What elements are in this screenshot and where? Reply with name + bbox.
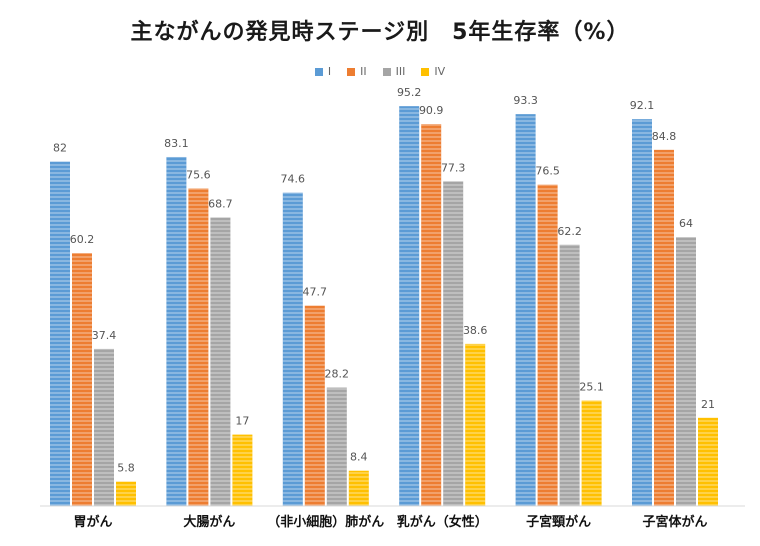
data-label-3-4: 8.4 bbox=[350, 451, 368, 464]
bar-texture-3-2 bbox=[304, 305, 325, 506]
category-label-6: 子宮体がん bbox=[642, 514, 707, 530]
bar-texture-2-3 bbox=[210, 217, 231, 506]
data-label-3-3: 28.2 bbox=[325, 368, 350, 381]
bar-texture-5-1 bbox=[515, 114, 536, 506]
data-label-6-1: 92.1 bbox=[630, 99, 655, 112]
data-label-4-3: 77.3 bbox=[441, 161, 466, 174]
bar-texture-4-1 bbox=[399, 106, 420, 506]
data-label-6-3: 64 bbox=[679, 217, 693, 230]
legend-item-1: I bbox=[314, 65, 332, 78]
data-label-1-1: 82 bbox=[53, 142, 67, 155]
bar-texture-6-1 bbox=[632, 119, 652, 507]
legend-swatch-icon bbox=[314, 67, 323, 76]
category-label-2: 大腸がん bbox=[183, 514, 235, 530]
bar-texture-1-1 bbox=[50, 161, 70, 506]
data-label-4-1: 95.2 bbox=[397, 86, 422, 99]
data-label-1-2: 60.2 bbox=[70, 233, 95, 246]
legend-item-2: II bbox=[347, 65, 367, 78]
legend: I II III IV bbox=[0, 65, 760, 78]
legend-swatch-icon bbox=[347, 67, 356, 76]
data-label-6-2: 84.8 bbox=[652, 130, 677, 143]
data-label-2-3: 68.7 bbox=[208, 197, 233, 210]
bar-texture-1-4 bbox=[116, 481, 136, 506]
bar-texture-6-4 bbox=[698, 417, 718, 506]
category-label-3: （非小細胞）肺がん bbox=[267, 514, 384, 530]
chart-title: 主ながんの発見時ステージ別 5年生存率（%） bbox=[130, 20, 630, 45]
data-label-5-1: 93.3 bbox=[513, 94, 538, 107]
legend-label: IV bbox=[434, 65, 446, 78]
data-label-5-4: 25.1 bbox=[579, 381, 604, 394]
legend-swatch-icon bbox=[382, 67, 391, 76]
category-label-4: 乳がん（女性） bbox=[397, 514, 488, 530]
category-label-1: 胃がん bbox=[73, 514, 112, 530]
bar-texture-1-2 bbox=[72, 253, 92, 506]
legend-label: I bbox=[327, 65, 332, 78]
bar-texture-3-1 bbox=[282, 192, 303, 506]
bar-texture-1-3 bbox=[94, 348, 114, 506]
data-label-4-2: 90.9 bbox=[419, 104, 444, 117]
bar-texture-2-2 bbox=[188, 188, 209, 507]
bar-texture-3-4 bbox=[348, 470, 369, 506]
data-label-2-1: 83.1 bbox=[164, 137, 189, 150]
bar-texture-4-4 bbox=[465, 343, 486, 506]
data-label-5-2: 76.5 bbox=[535, 165, 560, 178]
bar-texture-2-1 bbox=[166, 156, 187, 507]
bar-texture-2-4 bbox=[232, 434, 253, 506]
data-label-5-3: 62.2 bbox=[557, 225, 582, 238]
bar-texture-3-3 bbox=[326, 387, 347, 506]
bar-texture-5-2 bbox=[537, 184, 558, 506]
legend-label: II bbox=[360, 65, 367, 78]
legend-swatch-icon bbox=[421, 67, 430, 76]
bar-texture-5-3 bbox=[559, 244, 580, 506]
legend-label: III bbox=[395, 65, 406, 78]
category-label-5: 子宮頸がん bbox=[526, 514, 591, 530]
bar-texture-4-3 bbox=[443, 181, 464, 506]
bar-texture-4-2 bbox=[421, 124, 442, 506]
legend-item-3: III bbox=[382, 65, 406, 78]
bar-texture-6-3 bbox=[676, 237, 696, 506]
data-label-6-4: 21 bbox=[701, 398, 715, 411]
bar-texture-6-2 bbox=[654, 149, 674, 506]
data-label-3-2: 47.7 bbox=[303, 286, 328, 299]
data-label-1-3: 37.4 bbox=[92, 329, 117, 342]
legend-item-4: IV bbox=[421, 65, 445, 78]
bar-texture-5-4 bbox=[581, 400, 602, 506]
data-label-2-4: 17 bbox=[235, 415, 249, 428]
data-label-4-4: 38.6 bbox=[463, 324, 488, 337]
data-label-1-4: 5.8 bbox=[117, 462, 135, 475]
data-label-3-1: 74.6 bbox=[281, 173, 306, 186]
data-label-2-2: 75.6 bbox=[186, 168, 211, 181]
